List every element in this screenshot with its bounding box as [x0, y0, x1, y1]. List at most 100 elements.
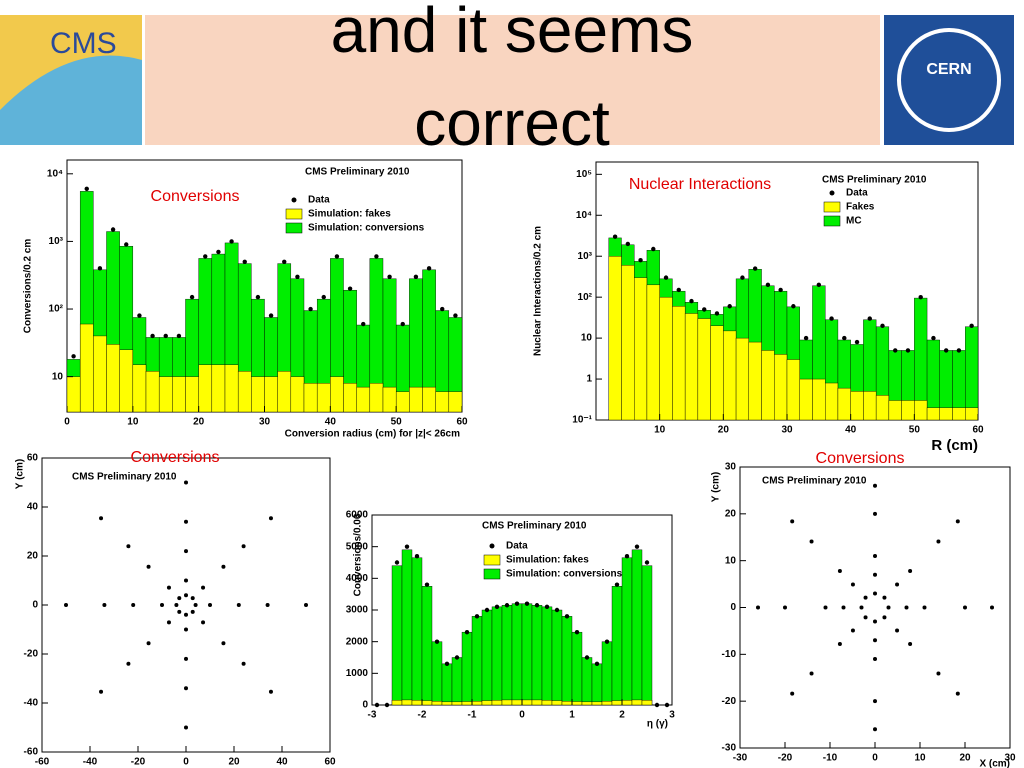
data-point — [752, 266, 758, 271]
data-point — [504, 603, 510, 608]
scatter-point — [241, 661, 246, 666]
legend-swatch — [483, 554, 501, 566]
histogram-bar — [875, 395, 890, 421]
data-point — [765, 282, 771, 288]
data-point — [584, 655, 590, 660]
scatter-point — [99, 689, 104, 694]
y-tick-label: 20 — [725, 508, 737, 519]
histogram-bar — [491, 606, 503, 706]
data-point — [137, 313, 142, 318]
scatter-point — [190, 609, 195, 614]
x-axis-label: Conversion radius (cm) for |z|< 26cm — [285, 429, 460, 440]
scatter-point — [850, 628, 855, 633]
y-tick-label: -60 — [24, 747, 39, 758]
scatter-point — [756, 605, 760, 610]
x-tick-label: 60 — [324, 757, 336, 768]
scatter-point — [922, 605, 927, 610]
scatter-point — [882, 615, 887, 620]
legend-label: Fakes — [846, 202, 875, 213]
scatter-point — [882, 595, 887, 600]
data-point — [124, 242, 129, 247]
x-tick-label: 0 — [519, 710, 525, 721]
legend-label: Simulation: conversions — [506, 569, 623, 580]
data-point — [634, 544, 640, 549]
scatter-point — [184, 656, 188, 661]
x-tick-label: 20 — [718, 425, 730, 436]
y-tick-label: -20 — [722, 696, 737, 707]
x-tick-label: -30 — [733, 753, 748, 764]
scatter-point — [841, 605, 846, 610]
data-point — [614, 582, 620, 587]
data-point — [564, 614, 570, 619]
x-tick-label: 20 — [959, 753, 971, 764]
y-tick-label: -30 — [722, 743, 737, 754]
histogram-bar — [211, 364, 226, 413]
scatter-point — [790, 691, 795, 696]
histogram-bar — [224, 364, 239, 413]
scatter-point — [221, 564, 226, 569]
data-point — [229, 239, 234, 244]
data-point — [347, 286, 353, 291]
data-point — [816, 282, 822, 288]
scatter-point — [241, 544, 246, 549]
histogram-bar — [382, 386, 397, 413]
x-axis-label: X (cm) — [979, 759, 1010, 768]
x-tick-label: -20 — [131, 757, 146, 768]
histogram-bar — [521, 603, 533, 706]
scatter-point — [146, 641, 151, 646]
scatter-point — [193, 603, 198, 607]
annotation: Nuclear Interactions — [629, 176, 771, 193]
data-point — [854, 339, 860, 345]
histogram-bar — [511, 603, 523, 706]
histogram-bar — [119, 349, 134, 413]
legend-swatch — [483, 568, 501, 580]
data-point — [842, 335, 847, 341]
histogram-bar — [79, 323, 94, 413]
x-tick-label: -2 — [418, 710, 427, 721]
scatter-point — [904, 605, 909, 610]
histogram-bar — [561, 701, 573, 706]
histogram-bar — [812, 378, 826, 421]
histogram-bar — [710, 325, 724, 421]
scatter-point — [873, 727, 877, 732]
scatter-point — [304, 603, 308, 607]
data-point — [413, 274, 419, 279]
legend-label: Data — [308, 195, 330, 206]
histogram-bar — [601, 641, 613, 706]
histogram-bar — [521, 699, 533, 706]
histogram-bar — [511, 699, 523, 706]
data-point — [880, 323, 885, 328]
histogram-bar — [646, 284, 660, 421]
histogram-bar — [421, 700, 433, 706]
scatter-point — [936, 671, 941, 676]
data-point — [494, 604, 500, 610]
legend-label: Simulation: fakes — [308, 209, 391, 220]
histogram-bar — [531, 699, 543, 706]
y-tick-label: 0 — [362, 700, 368, 711]
histogram-bar — [158, 376, 173, 413]
y-tick-label: 10 — [52, 371, 64, 382]
histogram-bar — [93, 335, 107, 413]
histogram-bar — [401, 549, 413, 706]
x-tick-label: 30 — [781, 425, 793, 436]
histogram-bar — [901, 400, 915, 421]
data-point — [374, 254, 379, 259]
histogram-bar — [581, 657, 593, 706]
scatter-point — [201, 620, 206, 625]
histogram-bar — [571, 631, 583, 706]
data-point — [334, 254, 340, 259]
data-point — [268, 313, 274, 318]
scatter-point — [184, 480, 188, 485]
scatter-point — [783, 605, 787, 610]
scatter-point — [146, 564, 151, 569]
data-point — [453, 313, 458, 318]
data-point — [464, 629, 470, 635]
scatter-point — [174, 603, 179, 607]
histogram-bar — [825, 382, 839, 421]
data-point — [956, 348, 962, 353]
scatter-point — [160, 603, 164, 607]
slide-title: correct — [414, 87, 610, 159]
y-tick-label: 1 — [586, 374, 592, 385]
histogram-bar — [501, 605, 513, 706]
data-point — [918, 294, 923, 300]
